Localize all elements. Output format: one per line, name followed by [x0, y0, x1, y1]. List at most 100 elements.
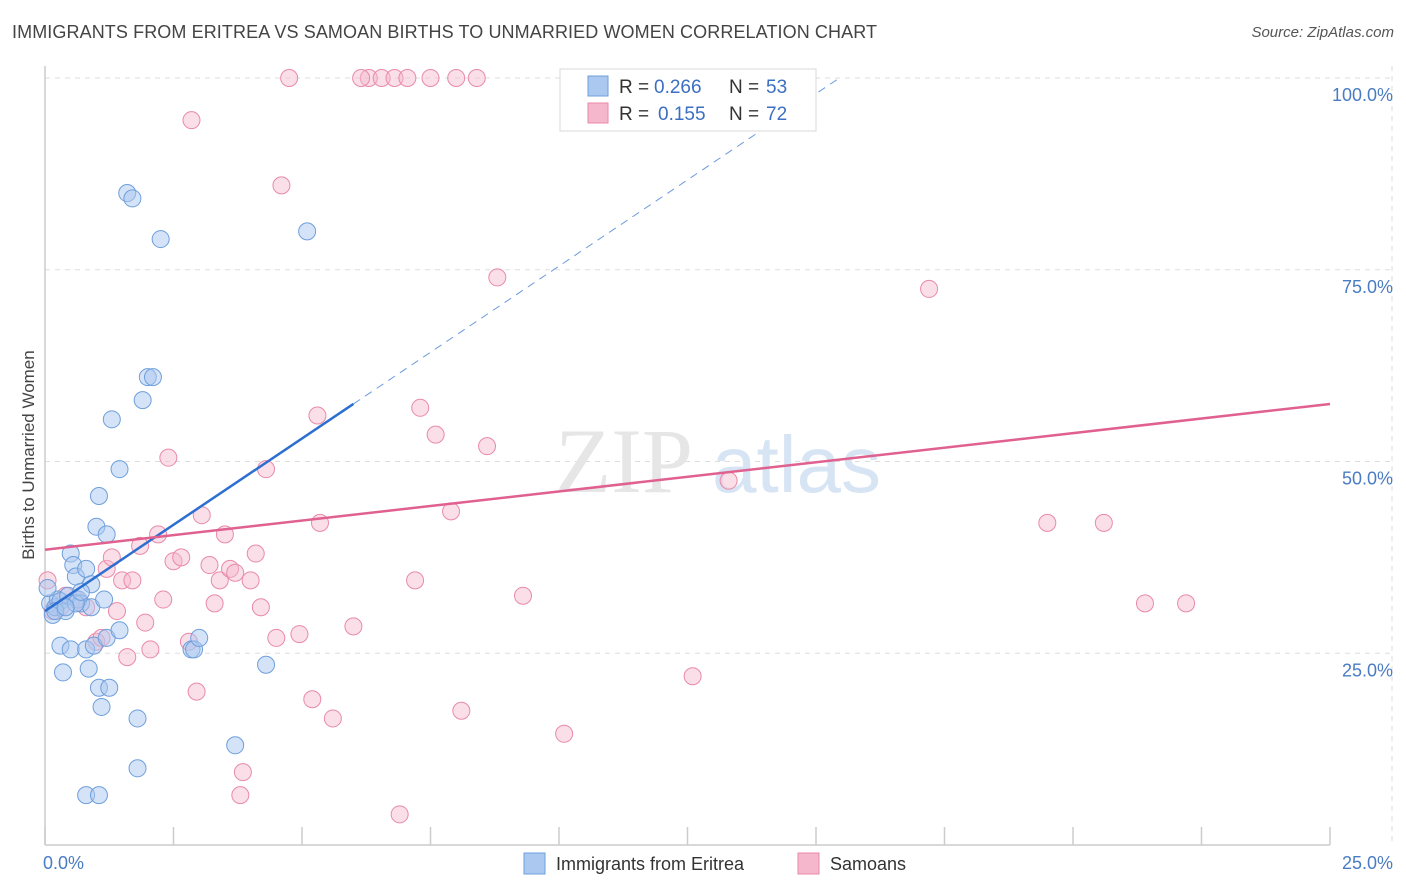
legend-n-label-1: N =	[729, 77, 759, 98]
samoans-point-65	[719, 471, 738, 490]
samoans-trend-line	[44, 402, 1331, 551]
samoans-point-59	[467, 69, 486, 87]
samoans-point-31	[226, 563, 245, 582]
samoans-point-16	[141, 640, 160, 659]
bottom-legend-label-samoans: Samoans	[830, 854, 906, 874]
legend-swatch-pink	[587, 102, 609, 124]
eritrea-point-10	[61, 640, 80, 659]
samoans-point-66	[920, 279, 939, 298]
samoans-point-19	[159, 448, 178, 467]
samoans-point-15	[136, 613, 155, 632]
samoans-point-50	[390, 805, 409, 824]
samoans-point-52	[406, 571, 425, 590]
eritrea-trend-line	[44, 402, 355, 613]
bottom-legend-label-eritrea: Immigrants from Eritrea	[556, 854, 745, 874]
samoans-point-28	[210, 571, 229, 590]
y-tick-label-2: 75.0%	[1342, 277, 1393, 297]
samoans-point-27	[205, 594, 224, 613]
samoans-point-68	[1094, 513, 1113, 532]
axes	[44, 66, 1331, 846]
chart-source: Source: ZipAtlas.com	[1251, 24, 1394, 41]
eritrea-point-29	[97, 525, 116, 544]
eritrea-point-6	[53, 663, 72, 682]
samoans-point-53	[411, 398, 430, 417]
samoans-point-43	[308, 406, 327, 425]
legend-r-value-1: 0.266	[654, 77, 702, 98]
samoans-point-13	[123, 571, 142, 590]
samoans-point-64	[683, 667, 702, 686]
eritrea-point-17	[79, 659, 98, 678]
samoans-point-63	[555, 724, 574, 743]
samoans-point-60	[478, 437, 497, 456]
eritrea-point-37	[128, 759, 147, 778]
y-tick-labels: 25.0% 50.0% 75.0% 100.0%	[1332, 85, 1393, 680]
samoans-point-36	[251, 598, 270, 617]
eritrea-point-23	[89, 786, 108, 805]
samoans-point-38	[267, 628, 286, 647]
samoans-point-33	[233, 763, 252, 782]
bottom-legend-swatch-eritrea	[523, 852, 546, 875]
eritrea-point-27	[95, 590, 114, 609]
samoans-point-12	[118, 648, 137, 667]
samoans-point-21	[172, 548, 191, 567]
legend-r-value-2: 0.155	[658, 104, 706, 125]
samoans-point-41	[290, 625, 309, 644]
samoans-point-69	[1135, 594, 1154, 613]
samoans-point-32	[231, 786, 250, 805]
samoans-point-34	[241, 571, 260, 590]
x-tick-label-1: 25.0%	[1342, 853, 1393, 873]
eritrea-point-46	[257, 655, 276, 674]
samoans-point-26	[200, 556, 219, 575]
samoans-point-24	[187, 682, 206, 701]
y-tick-label-1: 50.0%	[1342, 469, 1393, 489]
samoans-point-46	[344, 617, 363, 636]
samoans-point-62	[514, 586, 533, 605]
samoans-point-23	[182, 111, 201, 130]
samoans-point-67	[1038, 513, 1057, 532]
samoans-point-54	[421, 69, 440, 87]
eritrea-point-45	[226, 736, 245, 755]
samoans-point-51	[398, 69, 417, 87]
x-tick-label-0: 0.0%	[43, 853, 84, 873]
legend-n-label-2: N =	[729, 104, 759, 125]
eritrea-point-40	[143, 368, 162, 387]
eritrea-point-30	[100, 678, 119, 697]
eritrea-point-31	[102, 410, 121, 429]
eritrea-point-41	[151, 230, 170, 249]
samoans-point-58	[452, 701, 471, 720]
eritrea-point-32	[110, 460, 129, 479]
y-tick-label-0: 25.0%	[1342, 660, 1393, 680]
eritrea-point-38	[133, 391, 152, 410]
samoans-point-61	[488, 268, 507, 287]
eritrea-point-25	[89, 487, 108, 506]
trend-lines	[44, 76, 1331, 613]
samoans-point-42	[303, 690, 322, 709]
correlation-legend: R = 0.266 N = 53 R = 0.155 N = 72	[559, 68, 817, 132]
samoans-point-40	[280, 69, 299, 87]
legend-r-label-2: R =	[619, 104, 649, 125]
samoans-point-45	[323, 709, 342, 728]
legend-n-value-2: 72	[766, 104, 787, 125]
series-eritrea-points	[38, 184, 317, 805]
samoans-point-48	[372, 69, 391, 87]
samoans-point-10	[107, 602, 126, 621]
chart-title: IMMIGRANTS FROM ERITREA VS SAMOAN BIRTHS…	[12, 22, 878, 42]
legend-swatch-blue	[587, 75, 609, 97]
samoans-point-39	[272, 176, 291, 195]
legend-r-label-1: R =	[619, 77, 649, 98]
x-tick-labels: 0.0% 25.0%	[43, 853, 1393, 873]
eritrea-point-35	[123, 189, 142, 208]
eritrea-point-15	[77, 559, 96, 578]
samoans-point-11	[113, 571, 132, 590]
eritrea-point-26	[92, 697, 111, 716]
samoans-point-70	[1177, 594, 1196, 613]
samoans-point-35	[246, 544, 265, 563]
watermark-zip: ZIP	[555, 410, 693, 512]
eritrea-point-33	[110, 621, 129, 640]
y-axis-label: Births to Unmarried Women	[19, 350, 38, 559]
samoans-point-57	[447, 69, 466, 87]
eritrea-point-36	[128, 709, 147, 728]
samoans-point-55	[426, 425, 445, 444]
eritrea-point-48	[38, 579, 57, 598]
